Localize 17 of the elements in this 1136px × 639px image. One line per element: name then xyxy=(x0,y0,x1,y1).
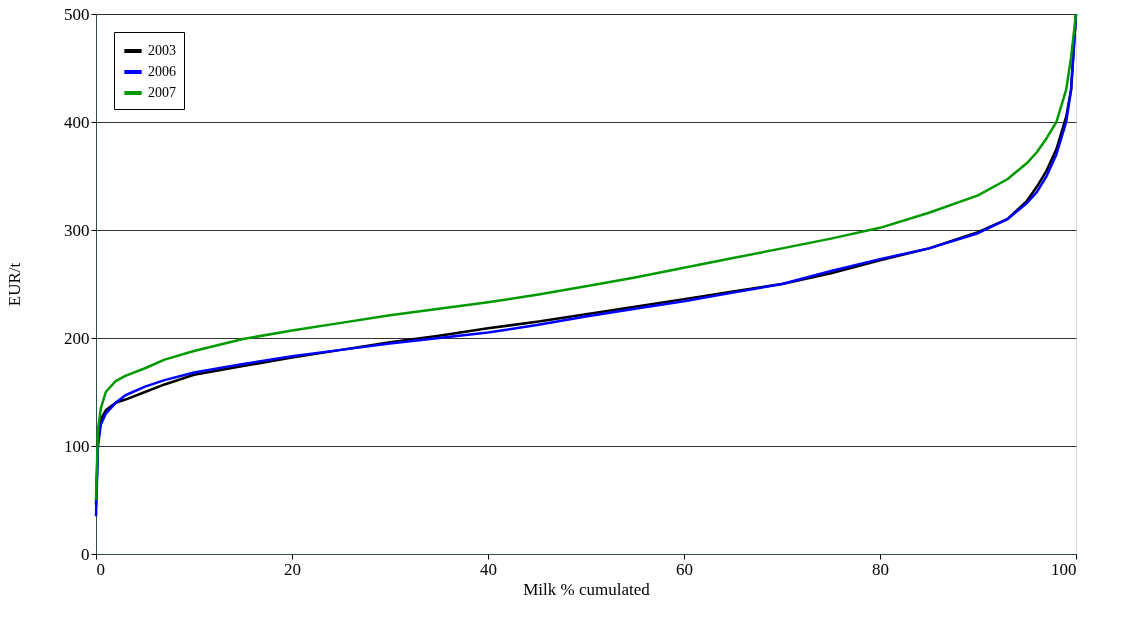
y-axis-title: EUR/t xyxy=(5,262,24,307)
x-tick-label: 20 xyxy=(284,559,301,579)
y-tick-label: 200 xyxy=(64,328,90,348)
legend-label: 2007 xyxy=(148,85,176,100)
x-tick-label: 0 xyxy=(96,559,105,579)
y-tick-label: 400 xyxy=(64,112,90,132)
y-tick-label: 500 xyxy=(64,4,90,24)
legend-label: 2003 xyxy=(148,43,176,58)
x-tick-label: 60 xyxy=(676,559,693,579)
x-axis-title: Milk % cumulated xyxy=(523,579,651,599)
legend-label: 2006 xyxy=(148,64,176,79)
y-tick-label: 100 xyxy=(64,436,90,456)
x-tick-label: 100 xyxy=(1051,559,1077,579)
x-tick-label: 80 xyxy=(872,559,889,579)
x-tick-label: 40 xyxy=(480,559,497,579)
y-tick-label: 0 xyxy=(81,544,90,564)
y-tick-label: 300 xyxy=(64,220,90,240)
